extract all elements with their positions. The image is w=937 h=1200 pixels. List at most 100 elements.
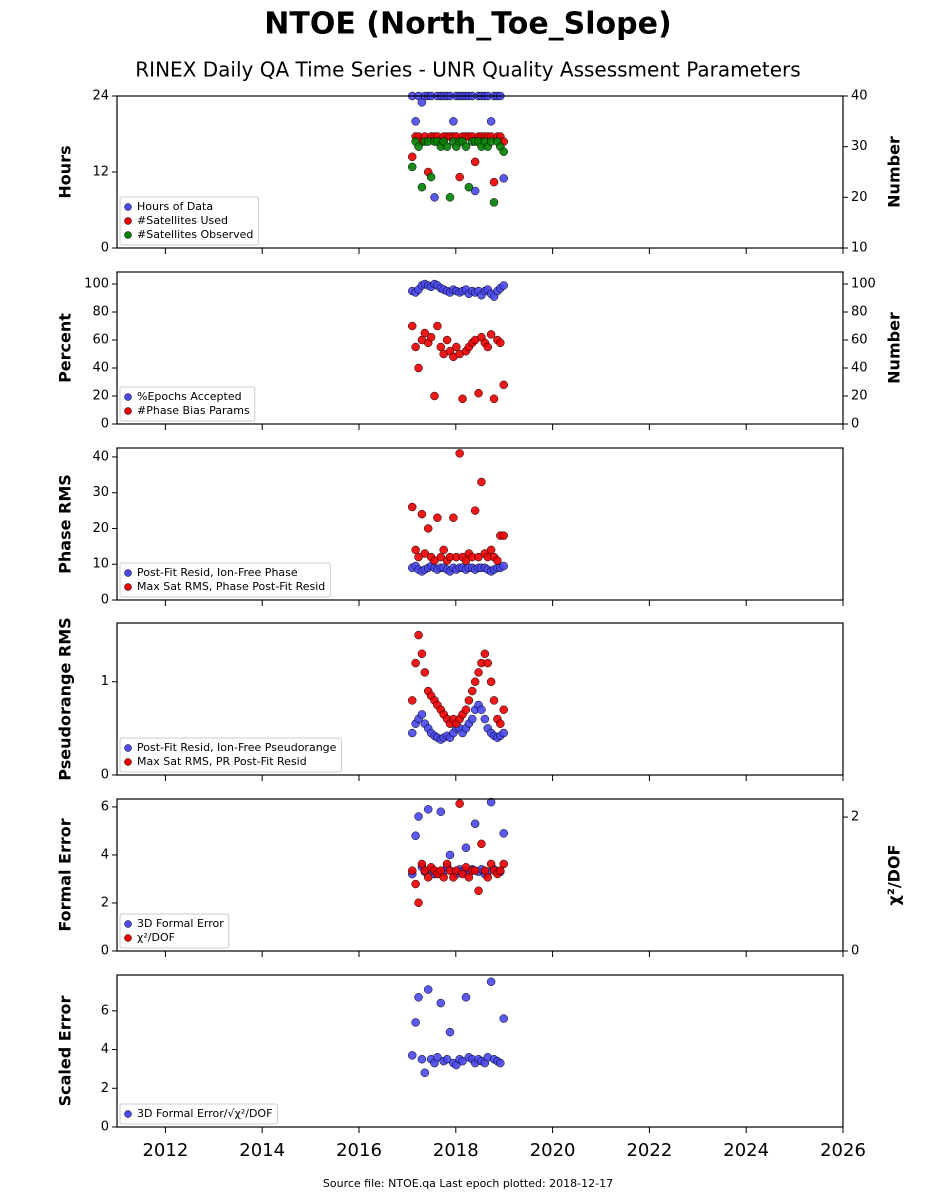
point	[420, 1068, 430, 1078]
y-axis-label: Pseudorange RMS	[56, 617, 75, 780]
point	[445, 1027, 455, 1037]
point	[470, 866, 480, 875]
point	[445, 850, 455, 860]
point	[436, 998, 446, 1008]
y2-tick-label: 0	[851, 944, 859, 959]
x-tick-label: 2016	[336, 1140, 382, 1161]
point	[411, 117, 420, 126]
point	[477, 839, 486, 849]
point	[464, 873, 474, 882]
plot-frame	[116, 447, 844, 601]
y-tick-label: 20	[92, 389, 109, 404]
point	[496, 719, 505, 728]
legend-box	[119, 562, 331, 598]
point	[470, 506, 480, 515]
point	[486, 330, 496, 339]
point	[449, 513, 458, 522]
point	[433, 1053, 442, 1062]
point	[420, 668, 430, 677]
point	[477, 705, 486, 714]
legend-label: 3D Formal Error	[137, 917, 224, 930]
point	[407, 728, 417, 738]
x-tick-label: 2014	[239, 1140, 285, 1161]
point	[439, 545, 448, 555]
legend-box	[119, 196, 259, 246]
point	[414, 898, 423, 908]
point	[455, 172, 464, 182]
footer: Source file: NTOE.qa Last epoch plotted:…	[323, 1177, 613, 1190]
legend-label: %Epochs Accepted	[137, 390, 242, 403]
point	[496, 338, 505, 348]
point	[436, 807, 446, 816]
point	[411, 342, 420, 352]
legend-label: Max Sat RMS, Phase Post-Fit Resid	[137, 580, 325, 593]
y-tick-label: 4	[101, 847, 109, 862]
point	[407, 502, 417, 512]
plot-frame	[116, 974, 844, 1128]
legend-marker	[124, 758, 132, 766]
point	[423, 524, 433, 533]
point	[423, 805, 433, 814]
legend-box	[119, 1103, 278, 1125]
point	[417, 182, 427, 192]
point	[470, 819, 480, 828]
x-tick-label: 2026	[820, 1140, 866, 1161]
point	[461, 142, 471, 151]
y-tick-label: 0	[101, 944, 109, 959]
point	[470, 157, 480, 167]
point	[493, 556, 502, 565]
legend-marker	[124, 407, 132, 415]
point	[452, 342, 461, 352]
y-tick-label: 100	[84, 277, 109, 292]
y-tick-label: 1	[101, 674, 109, 689]
y-tick-label: 40	[92, 361, 109, 376]
point	[470, 677, 480, 686]
y-tick-label: 40	[92, 449, 109, 464]
point	[470, 186, 480, 196]
plot-frame	[116, 798, 844, 952]
point	[417, 649, 427, 659]
legend-label: Max Sat RMS, PR Post-Fit Resid	[137, 755, 307, 768]
y2-tick-label: 2	[851, 810, 859, 825]
y-tick-label: 30	[92, 485, 109, 500]
point	[496, 1058, 505, 1068]
legend-marker	[124, 1110, 132, 1118]
point	[486, 545, 496, 555]
point	[414, 630, 423, 640]
point	[439, 873, 448, 882]
point	[499, 829, 508, 838]
legend-label: #Satellites Observed	[137, 228, 253, 241]
y-tick-label: 4	[101, 1042, 109, 1057]
legend-box	[119, 737, 342, 773]
plot-frame	[116, 95, 844, 249]
point	[445, 193, 455, 202]
y-tick-label: 2	[101, 895, 109, 910]
point	[417, 710, 427, 719]
point	[411, 831, 420, 840]
y2-axis-label: Number	[885, 312, 904, 384]
point	[489, 177, 499, 187]
y-tick-label: 80	[92, 305, 109, 320]
point	[486, 977, 496, 987]
plot-frame	[116, 271, 844, 425]
point	[464, 182, 474, 192]
point	[407, 321, 417, 331]
point	[426, 332, 436, 342]
point	[477, 477, 486, 487]
point	[423, 873, 433, 882]
y-tick-label: 10	[92, 557, 109, 572]
y2-tick-label: 10	[851, 241, 868, 256]
point	[442, 335, 452, 345]
y-tick-label: 6	[101, 1003, 109, 1018]
point	[499, 531, 508, 540]
point	[489, 394, 499, 404]
point	[489, 198, 499, 207]
point	[420, 328, 430, 338]
point	[499, 281, 508, 290]
point	[411, 658, 420, 668]
point	[483, 873, 492, 882]
point	[483, 342, 492, 352]
point	[414, 142, 423, 151]
y2-tick-label: 40	[851, 89, 868, 104]
point	[455, 799, 464, 808]
